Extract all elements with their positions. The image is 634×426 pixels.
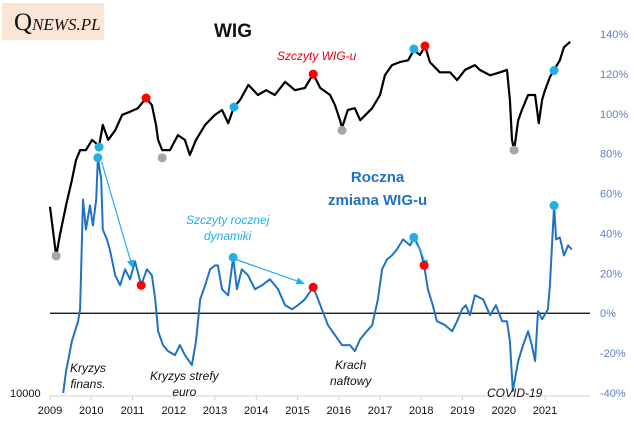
x-tick-label: 2009 [38,405,62,417]
x-tick-label: 2013 [203,405,227,417]
x-tick-label: 2012 [162,405,186,417]
x-tick-label: 2016 [327,405,351,417]
annotation-financial-crisis: Kryzys finans. [70,360,106,392]
series-line-chg [62,156,573,394]
annotation-line: Kryzys strefy [150,369,219,383]
marker-dyn-peak [229,102,239,112]
right-tick-label: -20% [600,348,626,360]
marker-peak [308,69,318,79]
x-tick-label: 2018 [409,405,433,417]
right-tick-label: 20% [600,268,622,280]
series-line-wig [48,40,571,258]
marker-dyn-peak [409,232,419,242]
logo: QNEWS.PL [2,3,104,40]
annotation-euro-crisis: Kryzys strefy euro [150,368,219,400]
marker-peak [141,93,151,103]
annotation-arrow [235,258,305,285]
marker-low [337,125,347,135]
right-tick-label: 0% [600,308,616,320]
x-tick-label: 2015 [285,405,309,417]
marker-peak [136,280,146,290]
right-tick-label: 60% [600,189,622,201]
annual-change-title-line2: zmiana WIG-u [328,192,428,209]
logo-q: Q [14,9,33,36]
annotation-line: Krach [335,358,367,372]
logo-text: NEWS.PL [32,15,101,34]
right-tick-label: 120% [600,69,628,81]
annual-change-title-line1: Roczna [350,169,405,186]
annotation-oil-crash: Krach naftowy [330,357,371,389]
marker-dyn-peak [93,153,103,163]
marker-dyn-peak [409,44,419,54]
marker-dyn-peak [228,252,238,262]
wig-title: WIG [214,21,252,42]
right-tick-label: 80% [600,149,622,161]
x-tick-label: 2019 [450,405,474,417]
marker-peak [419,260,429,270]
dyn-peaks-line1: Szczyty rocznej [186,213,270,227]
right-tick-label: 100% [600,109,628,121]
annual-change-title: Roczna zmiana WIG-u [328,166,427,212]
marker-peak [420,41,430,51]
right-tick-label: 140% [600,29,628,41]
dyn-peaks-line2: dynamiki [204,229,252,243]
marker-dyn-peak [549,65,559,75]
annotation-arrow [100,161,134,269]
marker-low [51,251,61,261]
wig-peaks-label: Szczyty WIG-u [277,49,357,63]
left-axis-tick: 10000 [10,388,41,400]
annotation-line: finans. [70,377,106,391]
annotation-covid: COVID-19 [487,386,543,400]
annotation-line: euro [172,385,197,399]
annotation-line: naftowy [330,374,372,388]
marker-dyn-peak [549,201,559,211]
marker-low [157,153,167,163]
x-tick-label: 2020 [492,405,516,417]
x-tick-label: 2014 [244,405,268,417]
right-tick-label: -40% [600,388,626,400]
marker-dyn-peak [94,142,104,152]
right-tick-label: 40% [600,228,622,240]
marker-peak [308,282,318,292]
x-tick-label: 2021 [533,405,557,417]
x-tick-label: 2017 [368,405,392,417]
marker-low [509,145,519,155]
annotation-line: Kryzys [70,361,106,375]
x-tick-label: 2010 [79,405,103,417]
dyn-peaks-label: Szczyty rocznej dynamiki [186,212,269,244]
x-tick-label: 2011 [121,405,145,417]
